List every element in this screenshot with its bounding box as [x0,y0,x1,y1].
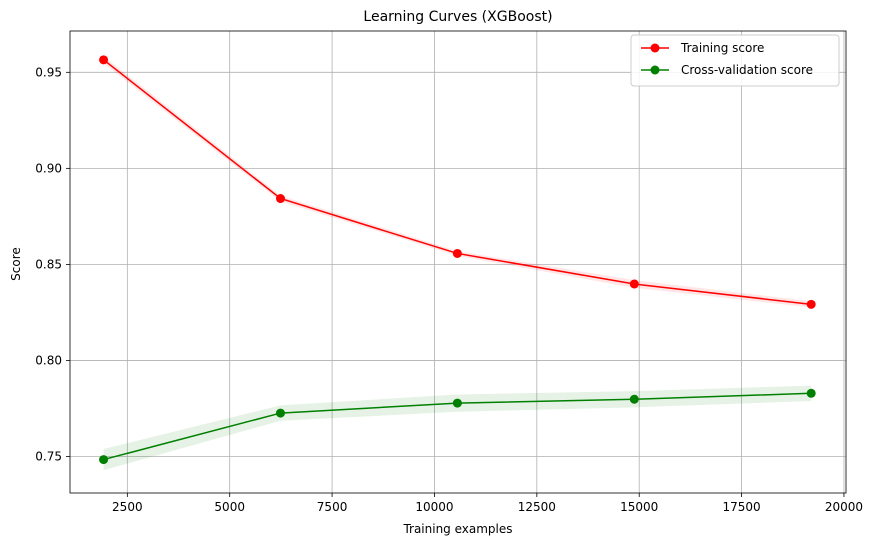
legend-label-training: Training score [680,41,764,55]
data-point-cv [452,398,462,408]
y-tick-label: 0.85 [35,257,62,271]
data-point-cv [629,394,639,404]
axis-ticks: 2500 5000 7500 10000 12500 15000 17500 20000 0.7… [35,65,863,514]
chart-title: Learning Curves (XGBoost) [363,9,552,25]
legend-box [630,34,840,87]
x-tick-label: 17500 [722,500,760,514]
y-tick-label: 0.80 [35,353,62,367]
x-axis-title: Training examples [402,522,512,536]
x-tick-label: 10000 [415,500,453,514]
data-point-training [806,299,816,309]
std-band-cv [103,385,812,471]
y-tick-label: 0.95 [35,65,62,79]
legend-label-cv: Cross-validation score [681,63,813,77]
data-point-cv [806,388,816,398]
data-point-cv [275,408,285,418]
legend-marker-cv [650,65,660,75]
data-point-training [452,248,462,258]
series-markers [99,55,816,465]
x-tick-label: 12500 [518,500,556,514]
x-tick-label: 2500 [112,500,143,514]
x-tick-label: 5000 [214,500,245,514]
data-point-training [275,194,285,204]
legend-marker-training [650,43,660,53]
y-tick-label: 0.75 [35,450,62,464]
data-point-training [629,279,639,289]
data-point-training [99,55,109,65]
std-bands [103,56,812,471]
data-point-cv [99,455,109,465]
y-axis-title: Score [9,247,23,281]
x-tick-label: 15000 [620,500,658,514]
plot-frame [69,30,847,494]
legend: Training score Cross-validation score [630,34,840,87]
grid [70,31,846,493]
x-tick-label: 7500 [317,500,348,514]
x-tick-label: 20000 [825,500,863,514]
y-tick-label: 0.90 [35,161,62,175]
